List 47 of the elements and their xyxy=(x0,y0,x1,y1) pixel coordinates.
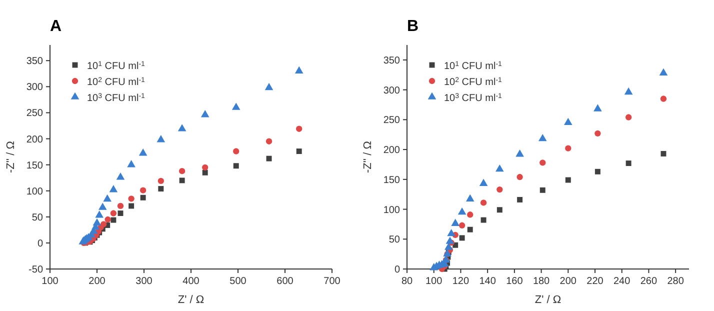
y-tick-label: 150 xyxy=(383,174,400,186)
y-tick-label: 200 xyxy=(26,134,44,146)
x-tick-label: 200 xyxy=(560,276,577,287)
x-tick-label: 100 xyxy=(42,276,59,287)
x-tick-label: 160 xyxy=(506,276,524,287)
y-axis-title: -Z'' / Ω xyxy=(5,141,17,173)
y-tick-label: 200 xyxy=(383,145,400,156)
legend-label: 10$^{1}$ CFU ml$^{-1}$ xyxy=(444,60,502,72)
chart-title: A xyxy=(50,18,62,35)
x-tick-label: 300 xyxy=(136,276,153,287)
x-tick-label: 220 xyxy=(586,276,604,287)
x-tick-label: 500 xyxy=(230,276,247,287)
y-axis-title: -Z'' / Ω xyxy=(362,141,374,173)
y-tick-label: 50 xyxy=(32,212,44,224)
x-tick-label: 700 xyxy=(324,276,341,287)
y-tick-label: 250 xyxy=(26,108,44,120)
y-tick-label: 250 xyxy=(383,115,400,126)
y-tick-label: 50 xyxy=(388,234,400,246)
chart-title: B xyxy=(407,18,419,35)
y-tick-label: 300 xyxy=(26,82,44,94)
x-tick-label: 240 xyxy=(614,276,631,287)
x-tick-label: 200 xyxy=(88,276,106,287)
x-tick-label: 260 xyxy=(640,276,658,287)
x-tick-label: 100 xyxy=(426,276,443,287)
y-tick-label: 0 xyxy=(394,264,400,276)
x-tick-label: 600 xyxy=(276,276,294,287)
x-tick-label: 140 xyxy=(479,276,496,287)
x-tick-label: 400 xyxy=(182,276,200,287)
y-tick-label: 100 xyxy=(383,204,400,216)
y-tick-label: 350 xyxy=(26,56,44,68)
x-tick-label: 180 xyxy=(532,276,550,287)
legend-label: 10$^{3}$ CFU ml$^{-1}$ xyxy=(87,92,146,104)
x-axis-title: Z' / Ω xyxy=(178,294,204,306)
y-tick-label: 300 xyxy=(383,85,400,96)
x-tick-label: 280 xyxy=(667,276,684,287)
legend-label: 10$^{2}$ CFU ml$^{-1}$ xyxy=(87,76,146,88)
x-tick-label: 80 xyxy=(401,276,413,287)
y-tick-label: 0 xyxy=(37,238,44,250)
legend-label: 10$^{3}$ CFU ml$^{-1}$ xyxy=(444,92,502,104)
y-tick-label: -50 xyxy=(28,264,44,276)
x-tick-label: 120 xyxy=(452,276,470,287)
x-axis-title: Z' / Ω xyxy=(534,294,562,306)
legend-label: 10$^{1}$ CFU ml$^{-1}$ xyxy=(87,60,146,72)
y-tick-label: 100 xyxy=(26,186,44,198)
legend-label: 10$^{2}$ CFU ml$^{-1}$ xyxy=(444,76,502,88)
y-tick-label: 150 xyxy=(26,160,44,172)
y-tick-label: 350 xyxy=(383,55,400,66)
